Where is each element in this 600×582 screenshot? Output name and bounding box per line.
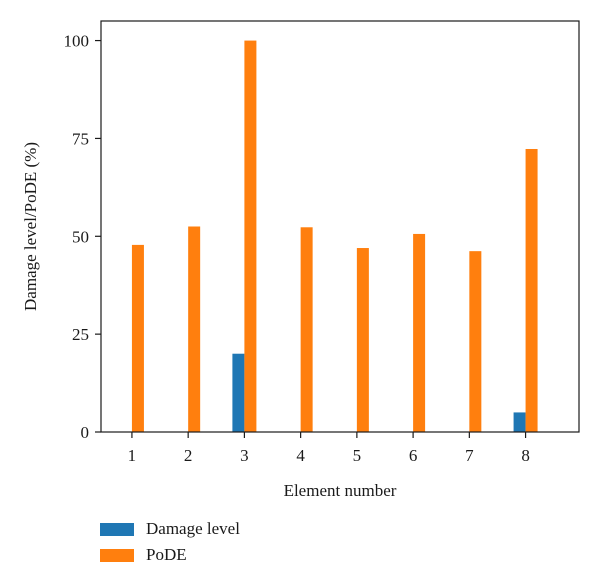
legend-swatch-pode bbox=[100, 548, 134, 562]
bar-damage-level-8 bbox=[513, 412, 526, 432]
x-tick-label: 1 bbox=[128, 446, 137, 465]
legend-label-pode: PoDE bbox=[146, 545, 187, 564]
x-tick-label: 3 bbox=[240, 446, 249, 465]
x-tick-label: 8 bbox=[521, 446, 530, 465]
y-tick-label: 50 bbox=[72, 227, 89, 246]
legend-item-damage-level: Damage level bbox=[100, 516, 240, 542]
x-tick-label: 7 bbox=[465, 446, 474, 465]
x-tick-label: 4 bbox=[296, 446, 305, 465]
y-tick-label: 25 bbox=[72, 325, 89, 344]
y-axis-ticks: 0 25 50 75 100 bbox=[64, 32, 101, 442]
bars-group bbox=[131, 40, 538, 433]
legend-label-damage-level: Damage level bbox=[146, 519, 240, 538]
bar-pode-8 bbox=[525, 148, 538, 433]
y-tick-label: 0 bbox=[81, 423, 90, 442]
legend-swatch-damage-level bbox=[100, 522, 134, 536]
bar-pode-6 bbox=[413, 233, 426, 432]
bar-pode-5 bbox=[356, 248, 369, 432]
x-axis-label: Element number bbox=[284, 481, 397, 500]
bar-pode-4 bbox=[300, 227, 313, 432]
legend-item-pode: PoDE bbox=[100, 542, 240, 568]
x-tick-label: 5 bbox=[353, 446, 362, 465]
y-axis-label: Damage level/PoDE (%) bbox=[21, 142, 40, 311]
y-tick-label: 100 bbox=[64, 32, 90, 51]
bar-pode-7 bbox=[469, 251, 482, 432]
bar-damage-level-3 bbox=[232, 353, 245, 432]
x-axis-ticks: 1 2 3 4 5 6 7 8 bbox=[128, 432, 530, 465]
bar-pode-2 bbox=[188, 226, 201, 432]
bar-pode-1 bbox=[131, 244, 144, 432]
bar-pode-3 bbox=[244, 40, 257, 432]
plot-frame bbox=[100, 20, 580, 433]
bar-chart: 0 25 50 75 100 1 2 3 4 5 6 7 8 Element number Damag… bbox=[21, 20, 580, 500]
x-tick-label: 2 bbox=[184, 446, 193, 465]
legend: Damage level PoDE bbox=[100, 516, 240, 568]
x-tick-label: 6 bbox=[409, 446, 418, 465]
y-tick-label: 75 bbox=[72, 129, 89, 148]
